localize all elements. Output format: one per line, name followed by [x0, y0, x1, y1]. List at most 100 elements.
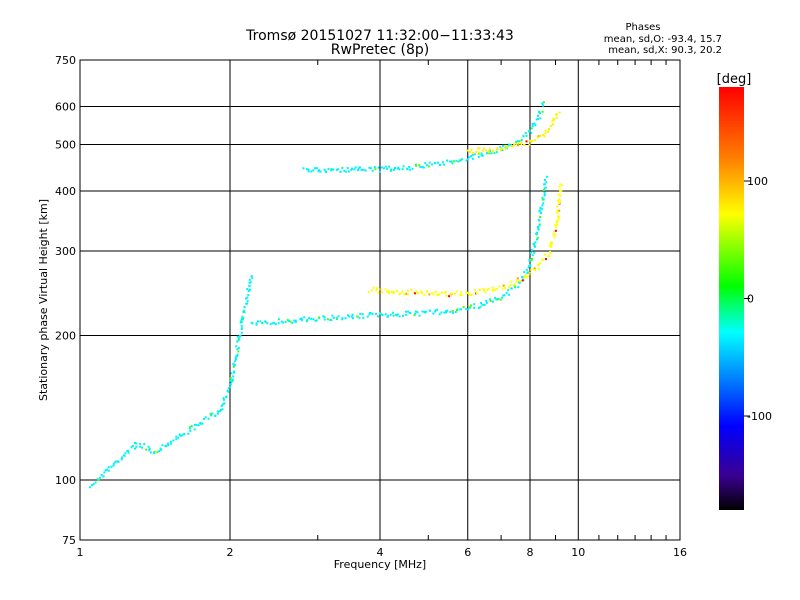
data-point: [454, 292, 457, 295]
data-point: [471, 153, 474, 156]
x-tick-label: 16: [673, 546, 687, 559]
data-point: [360, 168, 363, 171]
data-point: [203, 418, 205, 420]
data-point: [480, 152, 483, 155]
data-point: [522, 135, 525, 138]
x-axis-label: Frequency [MHz]: [334, 558, 426, 571]
data-point: [499, 146, 502, 149]
data-point: [495, 298, 498, 301]
data-point: [396, 313, 399, 316]
data-point: [245, 297, 247, 300]
data-point: [513, 284, 516, 287]
data-point: [378, 170, 381, 173]
data-point: [124, 452, 127, 455]
data-point: [99, 476, 101, 479]
data-point: [510, 287, 513, 290]
data-point: [544, 129, 547, 132]
data-point: [484, 291, 487, 294]
data-point: [489, 148, 491, 151]
y-tick-label: 400: [55, 185, 76, 198]
data-point: [237, 347, 240, 349]
data-point: [394, 167, 396, 169]
data-point: [392, 311, 395, 314]
data-point: [451, 162, 454, 165]
data-point: [331, 314, 334, 317]
data-point: [230, 372, 233, 375]
data-point: [169, 442, 172, 445]
data-point: [530, 249, 533, 252]
data-point: [361, 313, 364, 316]
y-tick-label: 600: [55, 101, 76, 114]
data-point: [505, 292, 508, 295]
y-tick-label: 75: [62, 534, 76, 547]
data-point: [366, 315, 369, 318]
data-point: [237, 339, 240, 342]
data-point: [380, 313, 383, 316]
data-point: [496, 147, 499, 150]
data-point: [282, 321, 284, 324]
data-point: [516, 277, 519, 280]
data-point: [508, 143, 511, 146]
data-point: [246, 300, 249, 303]
data-point: [251, 276, 254, 279]
data-point: [376, 287, 378, 290]
data-point: [201, 422, 204, 425]
data-point: [223, 402, 226, 405]
data-point: [449, 310, 452, 313]
data-point: [386, 315, 389, 318]
data-point: [473, 306, 476, 309]
data-point: [107, 466, 110, 469]
data-point: [521, 276, 524, 278]
data-point: [543, 183, 546, 186]
data-point: [332, 316, 335, 319]
data-point: [485, 299, 488, 302]
data-point: [555, 221, 558, 224]
data-point: [533, 251, 536, 254]
data-point: [169, 440, 172, 443]
data-point: [409, 312, 412, 315]
data-point: [541, 102, 544, 105]
data-point: [392, 290, 395, 293]
data-point: [243, 309, 245, 312]
data-point: [556, 205, 559, 208]
chart-subtitle: RwPretec (8p): [331, 42, 429, 58]
data-point: [234, 357, 237, 359]
data-point: [246, 302, 248, 305]
data-point: [103, 471, 106, 474]
data-point: [549, 125, 552, 127]
data-point: [319, 170, 322, 173]
data-point: [440, 311, 443, 314]
data-point: [232, 362, 235, 365]
data-point: [455, 159, 458, 162]
data-point: [515, 143, 518, 145]
data-point: [530, 131, 533, 134]
phases-o-stats: mean, sd,O: -93.4, 15.7: [604, 34, 722, 45]
data-point: [401, 290, 404, 293]
data-point: [516, 140, 519, 143]
data-point: [243, 306, 246, 309]
data-point: [413, 314, 416, 317]
data-point: [485, 302, 488, 304]
data-point: [539, 112, 541, 115]
data-point: [560, 190, 563, 193]
data-point: [134, 442, 136, 444]
data-point: [512, 145, 515, 148]
data-point: [346, 166, 349, 169]
data-point: [139, 442, 142, 445]
data-point: [452, 160, 455, 163]
data-point: [530, 127, 533, 130]
data-point: [149, 451, 152, 454]
data-point: [455, 290, 458, 293]
data-point: [555, 226, 558, 229]
data-point: [312, 318, 315, 321]
data-point: [536, 236, 539, 239]
data-point: [492, 149, 495, 152]
data-point: [386, 290, 389, 293]
data-point: [525, 134, 528, 137]
data-point: [543, 191, 546, 194]
data-point: [475, 150, 478, 153]
data-point: [459, 159, 462, 162]
data-point: [537, 227, 540, 230]
data-point: [534, 124, 537, 127]
data-point: [554, 224, 557, 227]
